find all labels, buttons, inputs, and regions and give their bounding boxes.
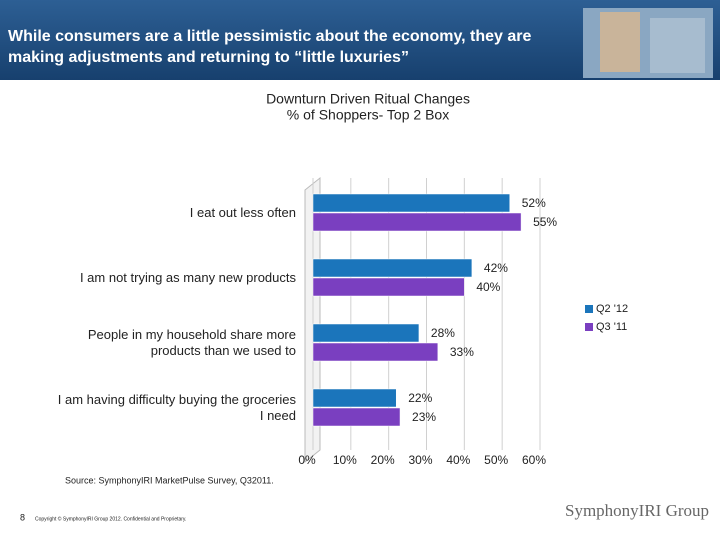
value-label: 22% <box>408 391 432 405</box>
source-note: Source: SymphonyIRI MarketPulse Survey, … <box>65 475 274 485</box>
legend-label: Q2 '12 <box>596 303 628 315</box>
value-label: 23% <box>412 410 436 424</box>
value-label: 55% <box>533 215 557 229</box>
bar <box>312 342 439 362</box>
legend-swatch <box>585 323 593 331</box>
bar <box>312 212 522 232</box>
bar <box>312 323 420 343</box>
logo: SymphonyIRI Group <box>565 501 709 520</box>
x-tick-label: 10% <box>333 453 357 467</box>
legend-swatch <box>585 305 593 313</box>
value-label: 40% <box>476 280 500 294</box>
page-number: 8 <box>20 512 25 522</box>
x-tick-label: 0% <box>298 453 316 467</box>
category-label: I am not trying as many new products <box>79 270 296 285</box>
category-label: People in my household share more produc… <box>87 327 296 358</box>
x-tick-label: 60% <box>522 453 546 467</box>
value-label: 33% <box>450 345 474 359</box>
chart-subtitle: % of Shoppers- Top 2 Box <box>287 107 449 123</box>
copyright: Copyright © SymphonyIRI Group 2012. Conf… <box>35 515 186 522</box>
x-tick-label: 30% <box>408 453 432 467</box>
bar <box>312 258 473 278</box>
value-label: 52% <box>522 196 546 210</box>
bar <box>312 277 465 297</box>
x-tick-label: 20% <box>371 453 395 467</box>
x-tick-label: 40% <box>446 453 470 467</box>
bar <box>312 407 401 427</box>
chart-title: Downturn Driven Ritual Changes <box>266 91 470 107</box>
bar <box>312 193 510 213</box>
value-label: 42% <box>484 261 508 275</box>
bar <box>312 388 397 408</box>
photo <box>650 18 705 73</box>
legend-label: Q3 '11 <box>596 321 627 333</box>
x-tick-label: 50% <box>484 453 508 467</box>
photo <box>600 12 640 72</box>
slide-title: While consumers are a little pessimistic… <box>8 28 532 66</box>
value-label: 28% <box>431 326 455 340</box>
category-label: I eat out less often <box>189 205 296 220</box>
category-label: I am having difficulty buying the grocer… <box>57 392 296 423</box>
